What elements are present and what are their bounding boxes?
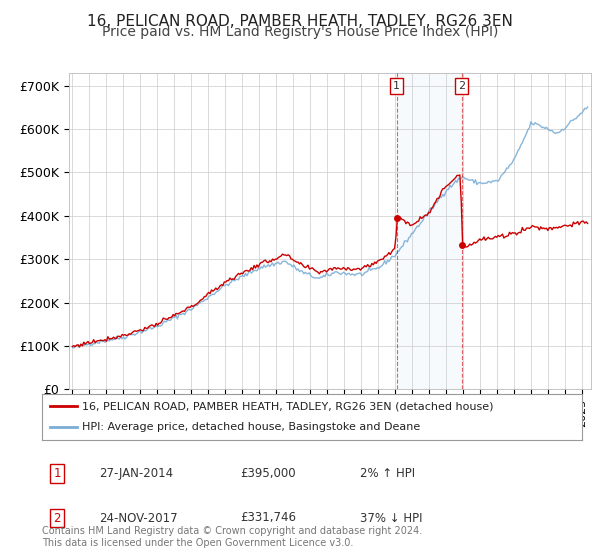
- Text: £331,746: £331,746: [240, 511, 296, 525]
- Text: 27-JAN-2014: 27-JAN-2014: [99, 466, 173, 480]
- Text: £395,000: £395,000: [240, 466, 296, 480]
- Text: Price paid vs. HM Land Registry's House Price Index (HPI): Price paid vs. HM Land Registry's House …: [102, 25, 498, 39]
- Text: 16, PELICAN ROAD, PAMBER HEATH, TADLEY, RG26 3EN (detached house): 16, PELICAN ROAD, PAMBER HEATH, TADLEY, …: [83, 401, 494, 411]
- Bar: [397, 73, 462, 389]
- Text: 16, PELICAN ROAD, PAMBER HEATH, TADLEY, RG26 3EN: 16, PELICAN ROAD, PAMBER HEATH, TADLEY, …: [87, 14, 513, 29]
- Text: 2: 2: [458, 81, 466, 91]
- Text: HPI: Average price, detached house, Basingstoke and Deane: HPI: Average price, detached house, Basi…: [83, 422, 421, 432]
- Text: 2% ↑ HPI: 2% ↑ HPI: [360, 466, 415, 480]
- Text: 2: 2: [53, 511, 61, 525]
- Text: Contains HM Land Registry data © Crown copyright and database right 2024.
This d: Contains HM Land Registry data © Crown c…: [42, 526, 422, 548]
- Text: 24-NOV-2017: 24-NOV-2017: [99, 511, 178, 525]
- Text: 37% ↓ HPI: 37% ↓ HPI: [360, 511, 422, 525]
- Text: 1: 1: [393, 81, 400, 91]
- Text: 1: 1: [53, 466, 61, 480]
